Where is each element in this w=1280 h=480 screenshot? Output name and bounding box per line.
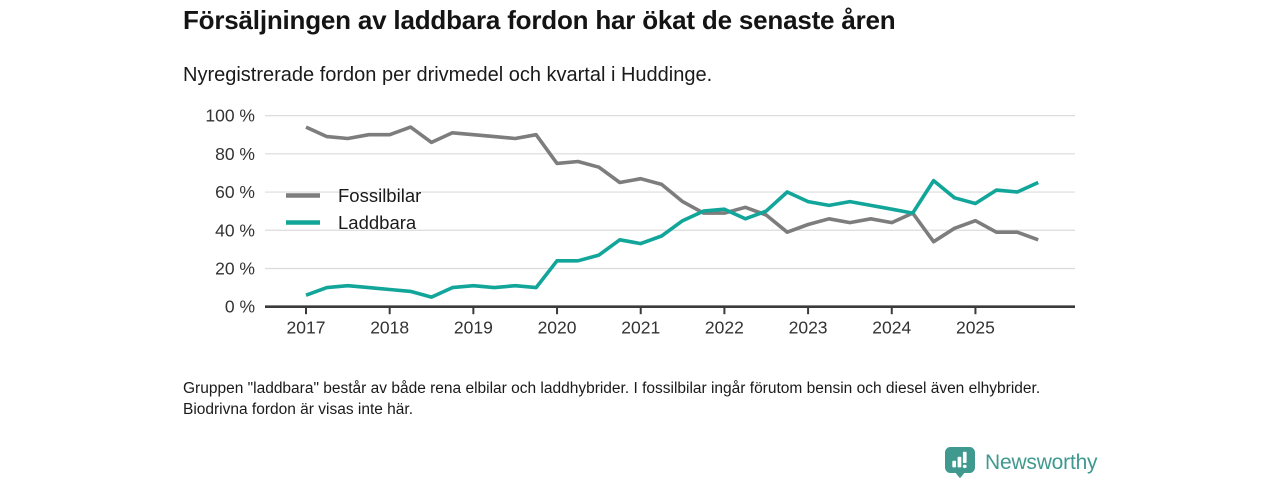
x-tick-label: 2024 [872, 318, 911, 338]
y-tick-label: 60 % [215, 182, 255, 202]
y-tick-label: 100 % [205, 106, 255, 126]
footnote: Gruppen "laddbara" består av både rena e… [183, 380, 1041, 418]
x-tick-label: 2020 [538, 318, 577, 338]
fossilbilar-line [305, 125, 1039, 244]
laddbara-line [305, 178, 1039, 299]
legend-label-laddbara: Laddbara [338, 212, 417, 233]
newsworthy-pin-icon [945, 447, 975, 479]
chart-title: Försäljningen av laddbara fordon har öka… [183, 5, 896, 35]
newsworthy-wordmark: Newsworthy [985, 450, 1098, 474]
newsworthy-logo: Newsworthy [944, 446, 1098, 479]
line-chart: 0 % 20 % 40 % 60 % 80 % 100 % 2017 2018 2019 2020… [180, 100, 1080, 348]
x-tick-label: 2018 [370, 318, 409, 338]
x-tick-label: 2022 [705, 318, 744, 338]
chart-subtitle: Nyregistrerade fordon per drivmedel och … [183, 64, 713, 86]
y-tick-label: 20 % [215, 258, 255, 278]
legend-label-fossilbilar: Fossilbilar [338, 185, 421, 206]
y-tick-label: 80 % [215, 144, 255, 164]
x-tick-label: 2017 [287, 318, 326, 338]
y-tick-label: 40 % [215, 220, 255, 240]
y-tick-label: 0 % [225, 297, 255, 317]
x-tick-label: 2023 [789, 318, 828, 338]
x-tick-label: 2025 [956, 318, 995, 338]
x-tick-label: 2021 [621, 318, 660, 338]
x-tick-label: 2019 [454, 318, 493, 338]
line-chart-svg: 0 % 20 % 40 % 60 % 80 % 100 % 2017 2018 2019 2020… [205, 106, 1075, 338]
